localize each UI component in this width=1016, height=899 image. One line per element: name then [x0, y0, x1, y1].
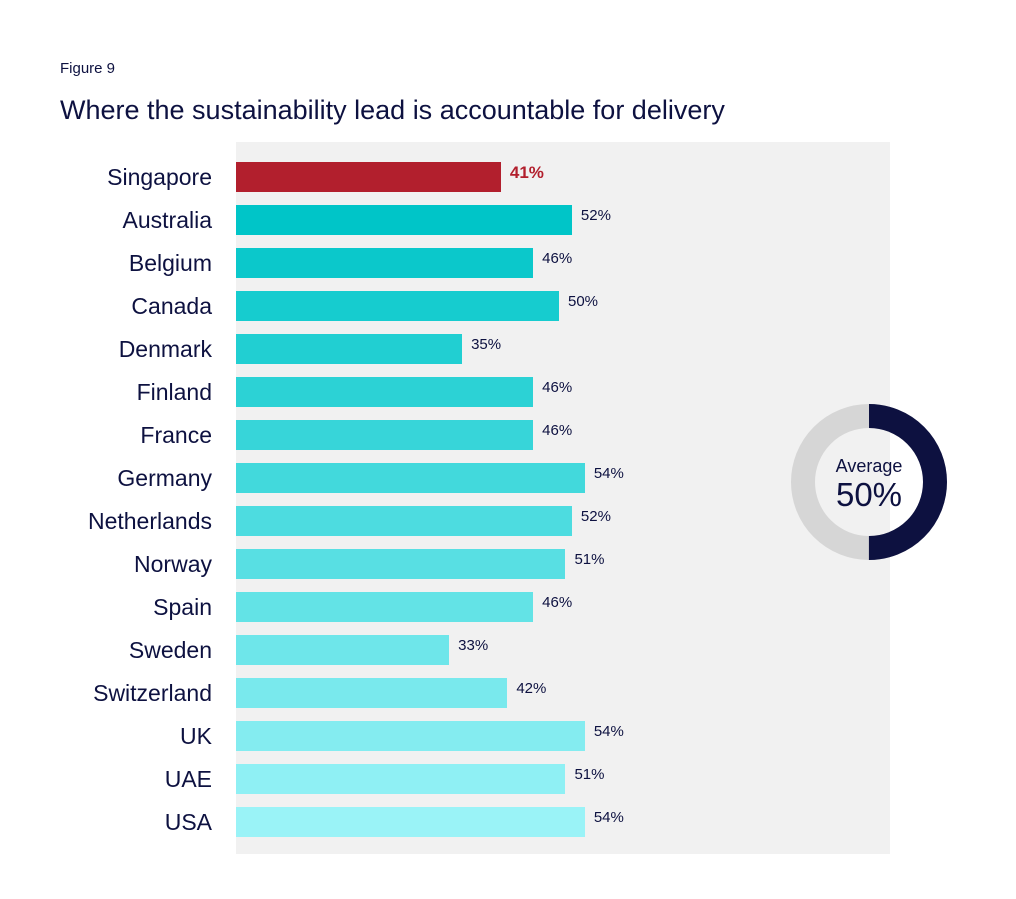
- bar-usa: [236, 807, 585, 837]
- category-label: Switzerland: [93, 680, 212, 706]
- category-label: Singapore: [107, 164, 212, 190]
- data-label: 46%: [542, 594, 573, 611]
- figure-label: Figure 9: [60, 60, 116, 77]
- category-label: Denmark: [118, 336, 212, 362]
- chart-title: Where the sustainability lead is account…: [60, 95, 725, 125]
- data-label: 33%: [458, 637, 489, 654]
- bar-australia: [236, 205, 572, 235]
- bar-uae: [236, 764, 566, 794]
- bar-switzerland: [236, 678, 508, 708]
- category-label: Sweden: [128, 637, 212, 663]
- category-label: Belgium: [128, 250, 212, 276]
- category-label: Australia: [122, 207, 212, 233]
- average-value: 50%: [835, 476, 903, 513]
- category-label: Germany: [117, 465, 212, 491]
- category-label: UAE: [164, 766, 212, 792]
- bar-finland: [236, 377, 534, 407]
- bar-norway: [236, 549, 566, 579]
- data-label: 35%: [471, 336, 502, 353]
- bar-sweden: [236, 635, 450, 665]
- data-label: 42%: [516, 680, 547, 697]
- data-label: 50%: [568, 293, 599, 310]
- category-label: Finland: [136, 379, 212, 405]
- data-label: 46%: [542, 250, 573, 267]
- data-label: 52%: [580, 508, 611, 525]
- category-label: Canada: [131, 293, 212, 319]
- data-label: 51%: [574, 766, 605, 783]
- data-label: 54%: [593, 465, 624, 482]
- bar-uk: [236, 721, 585, 751]
- bar-netherlands: [236, 506, 572, 536]
- data-label: 41%: [509, 163, 544, 182]
- data-label: 54%: [593, 723, 624, 740]
- data-label: 54%: [593, 809, 624, 826]
- category-label: UK: [180, 723, 212, 749]
- data-label: 52%: [580, 207, 611, 224]
- data-label: 51%: [574, 551, 605, 568]
- bar-singapore: [236, 162, 501, 192]
- data-label: 46%: [542, 379, 573, 396]
- data-label: 46%: [542, 422, 573, 439]
- bar-germany: [236, 463, 585, 493]
- category-label: Spain: [153, 594, 212, 620]
- category-label: Netherlands: [87, 508, 212, 534]
- category-label: USA: [164, 809, 212, 835]
- average-donut-arc: [791, 404, 947, 560]
- average-donut-text: Average 50%: [791, 404, 947, 560]
- bar-france: [236, 420, 534, 450]
- average-donut: [791, 404, 947, 560]
- average-caption: Average: [835, 456, 903, 476]
- category-label: France: [140, 422, 212, 448]
- bar-belgium: [236, 248, 534, 278]
- bar-canada: [236, 291, 559, 321]
- bar-spain: [236, 592, 534, 622]
- category-label: Norway: [134, 551, 212, 577]
- bar-denmark: [236, 334, 463, 364]
